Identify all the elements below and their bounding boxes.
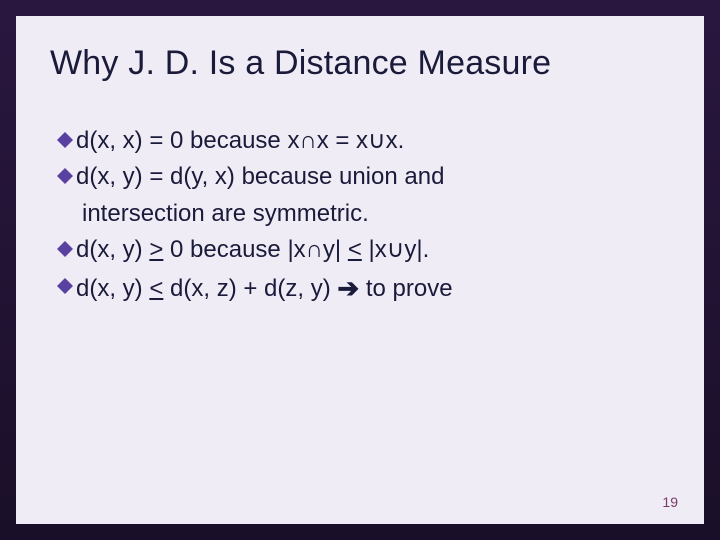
bullet-list: d(x, x) = 0 because x∩x = x∪x. d(x, y) =… [50, 125, 670, 306]
bullet-text: d(x, y) < d(x, z) + d(z, y) ➔ to prove [76, 271, 453, 306]
bullet-text: d(x, y) = d(y, x) because union and [76, 161, 444, 193]
slide: Why J. D. Is a Distance Measure d(x, x) … [16, 16, 704, 524]
diamond-icon [56, 167, 74, 185]
list-item: d(x, x) = 0 because x∩x = x∪x. [56, 125, 670, 157]
bullet-text: d(x, x) = 0 because x∩x = x∪x. [76, 125, 404, 157]
list-item: d(x, y) < d(x, z) + d(z, y) ➔ to prove [56, 271, 670, 306]
list-item: d(x, y) > 0 because |x∩y| < |x∪y|. [56, 234, 670, 266]
bullet-continuation: intersection are symmetric. [56, 198, 670, 230]
page-title: Why J. D. Is a Distance Measure [50, 44, 670, 83]
list-item: d(x, y) = d(y, x) because union and [56, 161, 670, 193]
page-number: 19 [662, 494, 678, 510]
bullet-text: d(x, y) > 0 because |x∩y| < |x∪y|. [76, 234, 429, 266]
diamond-icon [56, 277, 74, 295]
diamond-icon [56, 131, 74, 149]
diamond-icon [56, 240, 74, 258]
